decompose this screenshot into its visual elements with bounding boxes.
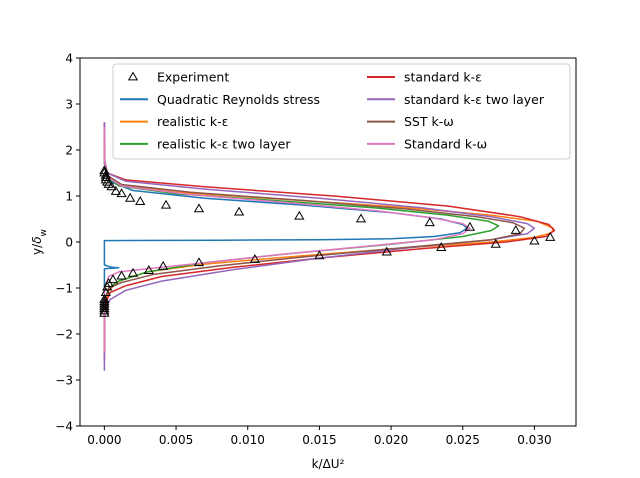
experiment-point <box>233 206 245 216</box>
experiment-point <box>314 250 325 260</box>
experiment-point <box>355 213 367 223</box>
x-tick-label: 0.000 <box>87 433 121 447</box>
experiment-point <box>99 305 110 315</box>
series-line-4 <box>103 122 536 371</box>
experiment-point <box>193 257 205 267</box>
legend-label: realistic k-ε <box>157 114 228 129</box>
legend-box <box>112 63 571 160</box>
experiment-point <box>545 231 556 241</box>
x-tick-label: 0.030 <box>517 433 551 447</box>
legend: Experiment Quadratic Reynolds stress reali… <box>112 63 571 160</box>
experiment-point <box>158 260 169 270</box>
legend-label: Standard k-ω <box>404 136 487 151</box>
legend-entry-4: standard k-ε <box>367 70 482 85</box>
y-tick-label: −2 <box>55 328 73 342</box>
experiment-point <box>193 203 205 213</box>
legend-label: realistic k-ε two layer <box>157 136 291 151</box>
experiment-point <box>490 238 501 248</box>
y-tick-label: 2 <box>65 144 73 158</box>
legend-entry-3: realistic k-ε two layer <box>120 136 291 151</box>
experiment-point <box>110 185 121 195</box>
series-line-6 <box>103 127 471 353</box>
experiment-point <box>294 210 305 220</box>
experiment-point <box>99 307 110 317</box>
y-axis-label: y/δw <box>30 229 49 255</box>
legend-marker <box>127 71 139 81</box>
y-tick-label: −1 <box>55 282 73 296</box>
y-tick-label: 1 <box>65 190 73 204</box>
experiment-point <box>106 181 117 191</box>
experiment-point <box>107 274 119 284</box>
experiment-point <box>160 199 172 209</box>
experiment-point <box>135 196 146 205</box>
experiment-point <box>424 217 435 227</box>
x-tick-label: 0.025 <box>446 433 480 447</box>
legend-label: Experiment <box>157 70 229 85</box>
x-tick-label: 0.010 <box>231 433 265 447</box>
experiment-markers <box>99 165 556 317</box>
legend-items: Experiment Quadratic Reynolds stress reali… <box>120 70 545 151</box>
experiment-point <box>116 270 127 280</box>
experiment-point <box>464 221 476 231</box>
y-axis-ticks: 4 3 2 1 0 −1 −2 −3 −4 <box>55 52 80 434</box>
legend-label: standard k-ε two layer <box>404 92 545 107</box>
legend-label: standard k-ε <box>404 70 482 85</box>
legend-entry-7: Standard k-ω <box>367 136 487 151</box>
experiment-point <box>249 253 261 263</box>
y-tick-label: −3 <box>55 374 73 388</box>
experiment-point <box>103 277 114 287</box>
x-axis-ticks: 0.000 0.005 0.010 0.015 0.020 0.025 0.030 <box>87 426 552 447</box>
legend-label: Quadratic Reynolds stress <box>157 92 320 107</box>
experiment-point <box>100 169 111 179</box>
y-tick-label: 3 <box>65 98 73 112</box>
experiment-point <box>381 246 392 256</box>
experiment-point <box>510 224 521 234</box>
x-tick-label: 0.015 <box>302 433 336 447</box>
experiment-point <box>125 192 136 202</box>
legend-entry-5: standard k-ε two layer <box>367 92 545 107</box>
series-layer <box>103 122 556 371</box>
legend-entry-2: realistic k-ε <box>120 114 228 129</box>
experiment-point <box>116 188 127 198</box>
x-axis-label: k/ΔU² <box>312 457 345 471</box>
x-tick-label: 0.005 <box>159 433 193 447</box>
experiment-point <box>127 267 139 277</box>
legend-entry-0: Experiment <box>127 70 229 85</box>
y-tick-label: 0 <box>65 236 73 250</box>
series-line-5 <box>103 131 526 353</box>
experiment-point <box>100 287 111 297</box>
experiment-point <box>143 265 154 274</box>
legend-label: SST k-ω <box>404 114 454 129</box>
experiment-point <box>436 242 447 251</box>
experiment-point <box>529 235 540 245</box>
experiment-point <box>99 303 110 313</box>
y-tick-label: 4 <box>65 52 73 66</box>
y-tick-label: −4 <box>55 420 73 434</box>
x-tick-label: 0.020 <box>374 433 408 447</box>
plot-area <box>99 122 556 371</box>
legend-entry-1: Quadratic Reynolds stress <box>120 92 320 107</box>
legend-entry-6: SST k-ω <box>367 114 454 129</box>
